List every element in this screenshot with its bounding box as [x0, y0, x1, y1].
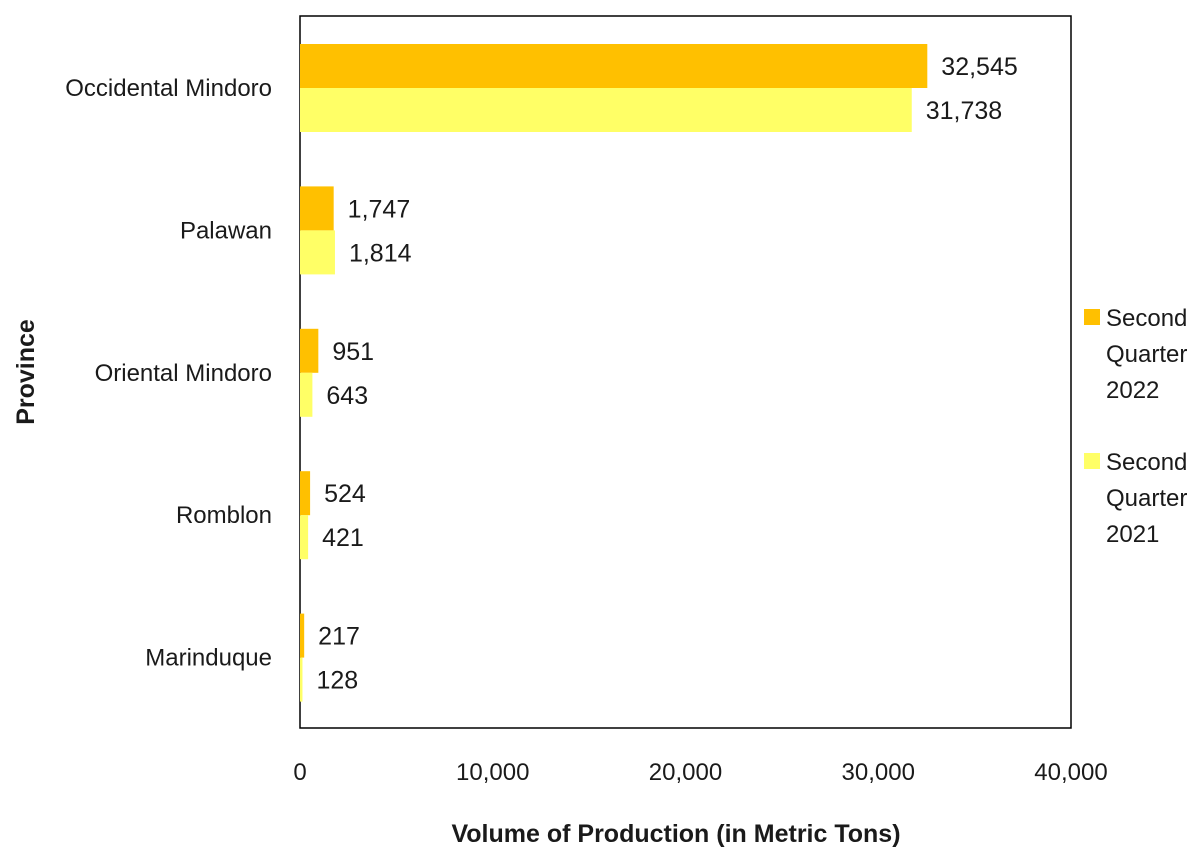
x-tick-labels-layer: 0 10,000 20,000 30,000 40,000 [293, 759, 1107, 786]
x-tick-label: 0 [293, 759, 306, 786]
category-label: Palawan [180, 217, 272, 244]
data-label: 421 [322, 524, 364, 552]
bar [300, 44, 928, 88]
x-axis-title: Volume of Production (in Metric Tons) [451, 820, 900, 848]
category-label: Romblon [176, 502, 272, 529]
x-tick-label: 40,000 [1034, 759, 1107, 786]
legend-label: Quarter [1106, 485, 1187, 512]
data-label: 32,545 [941, 53, 1017, 81]
bar [300, 88, 912, 132]
category-labels-layer: Occidental Mindoro Palawan Oriental Mindor… [65, 75, 272, 672]
bar [300, 657, 303, 702]
data-label: 524 [324, 480, 366, 508]
data-label: 1,814 [349, 239, 412, 267]
bar [300, 186, 334, 231]
y-axis-title: Province [12, 319, 40, 425]
legend-label: Second [1106, 305, 1187, 332]
bar [300, 328, 319, 373]
bar [300, 515, 309, 560]
legend-label: Second [1106, 449, 1187, 476]
legend-label: 2022 [1106, 377, 1159, 404]
category-label: Marinduque [145, 645, 272, 672]
category-label: Occidental Mindoro [65, 75, 272, 102]
bar [300, 372, 313, 417]
data-label: 31,738 [926, 97, 1002, 125]
x-tick-label: 20,000 [649, 759, 722, 786]
legend-label: 2021 [1106, 521, 1159, 548]
data-label: 128 [316, 667, 358, 695]
bar [300, 613, 305, 658]
legend-swatch [1084, 453, 1100, 469]
x-tick-label: 10,000 [456, 759, 529, 786]
bar [300, 471, 311, 516]
category-label: Oriental Mindoro [95, 360, 272, 387]
data-label: 643 [326, 382, 368, 410]
data-labels-layer: 32,545 31,738 1,747 1,814 951 643 524 421 217 128 [316, 53, 1017, 695]
data-label: 951 [332, 338, 374, 366]
data-label: 1,747 [348, 195, 411, 223]
legend: Second Quarter 2022 Second Quarter 2021 [1084, 305, 1187, 548]
legend-label: Quarter [1106, 341, 1187, 368]
x-tick-label: 30,000 [842, 759, 915, 786]
bar [300, 230, 335, 275]
data-label: 217 [318, 623, 360, 651]
bars-layer [300, 44, 928, 702]
legend-swatch [1084, 309, 1100, 325]
